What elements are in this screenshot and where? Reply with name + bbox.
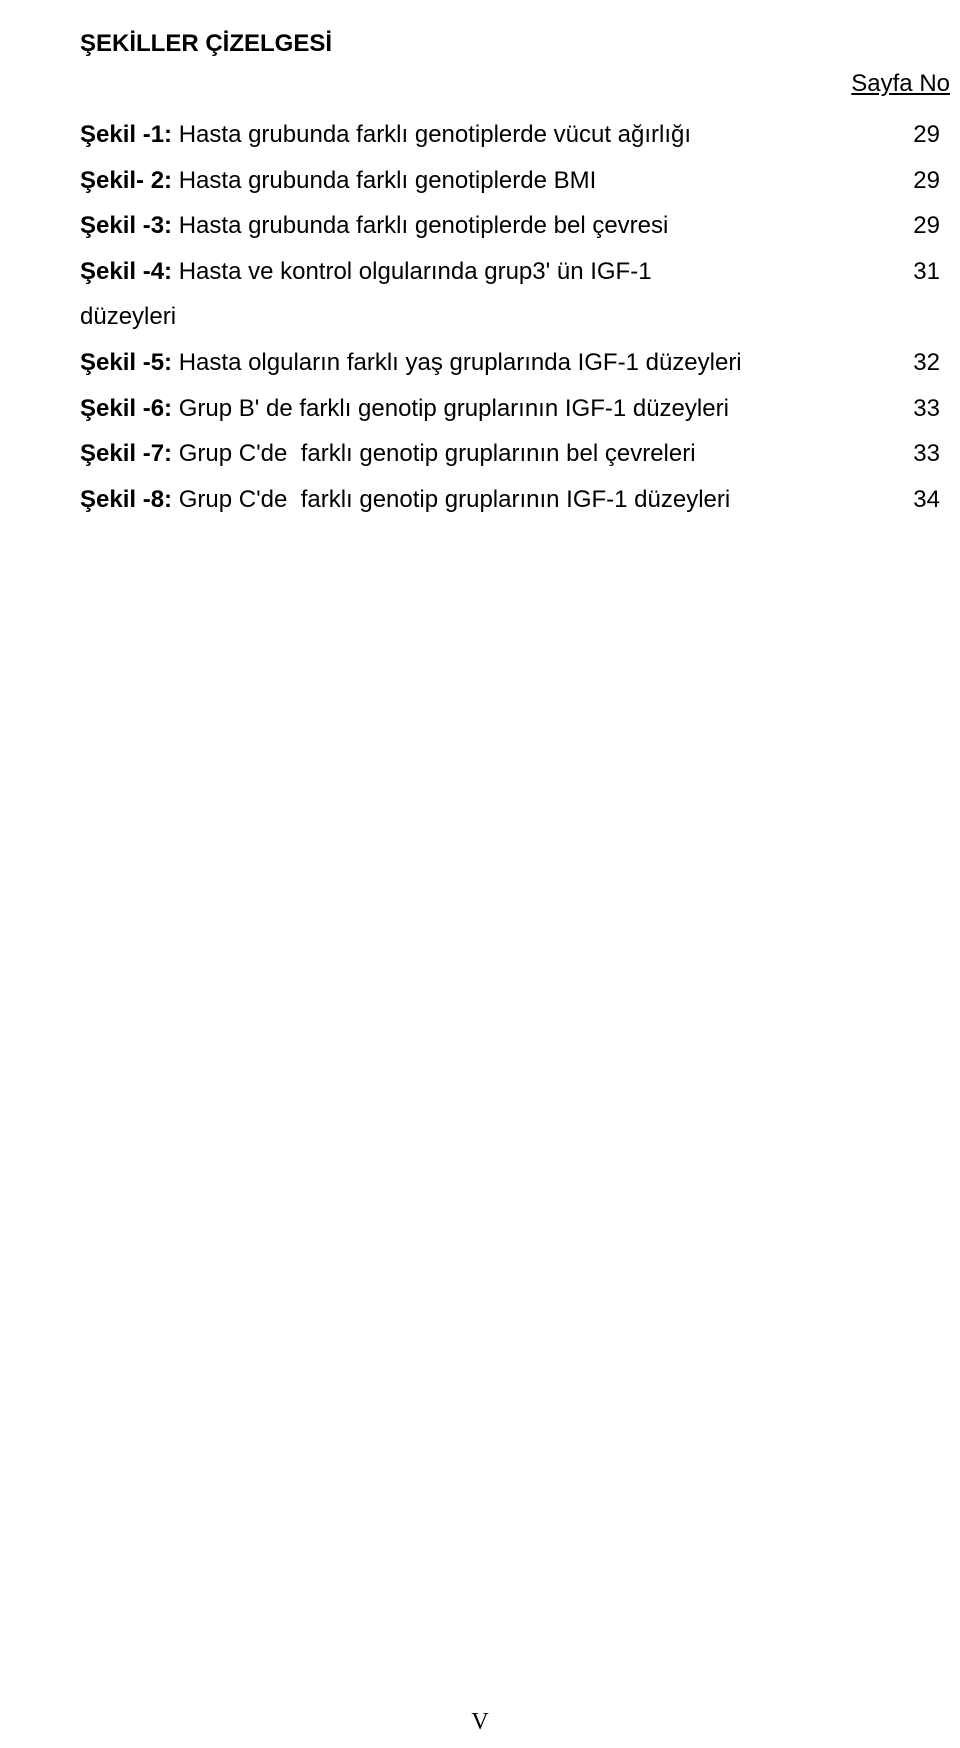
figure-description: Hasta grubunda farklı genotiplerde BMI xyxy=(179,158,890,204)
figure-label: Şekil -7: xyxy=(80,431,179,477)
figure-description: Grup B' de farklı genotip gruplarının IG… xyxy=(179,386,890,432)
figure-page-number: 29 xyxy=(890,158,940,204)
figure-entry: Şekil -8: Grup C'de farklı genotip grupl… xyxy=(80,477,940,523)
figure-label: Şekil -4: xyxy=(80,249,179,295)
figure-entry: Şekil -7: Grup C'de farklı genotip grupl… xyxy=(80,431,940,477)
list-of-figures-title: ŞEKİLLER ÇİZELGESİ xyxy=(80,30,940,58)
figure-page-number: 31 xyxy=(890,249,940,295)
page-number-header: Sayfa No xyxy=(851,70,950,98)
figure-page-number: 34 xyxy=(890,477,940,523)
figure-entry: Şekil -4: Hasta ve kontrol olgularında g… xyxy=(80,249,940,295)
page-footer-roman-numeral: V xyxy=(0,1709,960,1736)
figure-description-continuation: düzeyleri xyxy=(80,294,940,340)
figure-label: Şekil -6: xyxy=(80,386,179,432)
figure-label: Şekil- 2: xyxy=(80,158,179,204)
figure-description: Hasta grubunda farklı genotiplerde bel ç… xyxy=(179,203,890,249)
figure-label: Şekil -3: xyxy=(80,203,179,249)
figure-entry: Şekil -1: Hasta grubunda farklı genotipl… xyxy=(80,112,940,158)
figure-entry: Şekil -5: Hasta olguların farklı yaş gru… xyxy=(80,340,940,386)
figure-entry: Şekil -6: Grup B' de farklı genotip grup… xyxy=(80,386,940,432)
figure-entry: Şekil- 2: Hasta grubunda farklı genotipl… xyxy=(80,158,940,204)
figure-page-number: 33 xyxy=(890,386,940,432)
figure-entry: Şekil -3: Hasta grubunda farklı genotipl… xyxy=(80,203,940,249)
figure-page-number: 32 xyxy=(890,340,940,386)
figure-description: Hasta grubunda farklı genotiplerde vücut… xyxy=(179,112,890,158)
figure-page-number: 29 xyxy=(890,203,940,249)
figures-list: Şekil -1: Hasta grubunda farklı genotipl… xyxy=(80,112,940,522)
figure-description: Hasta olguların farklı yaş gruplarında I… xyxy=(179,340,890,386)
figure-label: Şekil -8: xyxy=(80,477,179,523)
figure-page-number: 29 xyxy=(890,112,940,158)
figure-description: Grup C'de farklı genotip gruplarının IGF… xyxy=(179,477,890,523)
figure-label: Şekil -1: xyxy=(80,112,179,158)
figure-description: Grup C'de farklı genotip gruplarının bel… xyxy=(179,431,890,477)
figure-page-number: 33 xyxy=(890,431,940,477)
figure-label: Şekil -5: xyxy=(80,340,179,386)
figure-description: Hasta ve kontrol olgularında grup3' ün I… xyxy=(179,249,890,295)
page-root: ŞEKİLLER ÇİZELGESİ Sayfa No Şekil -1: Ha… xyxy=(0,0,960,1748)
